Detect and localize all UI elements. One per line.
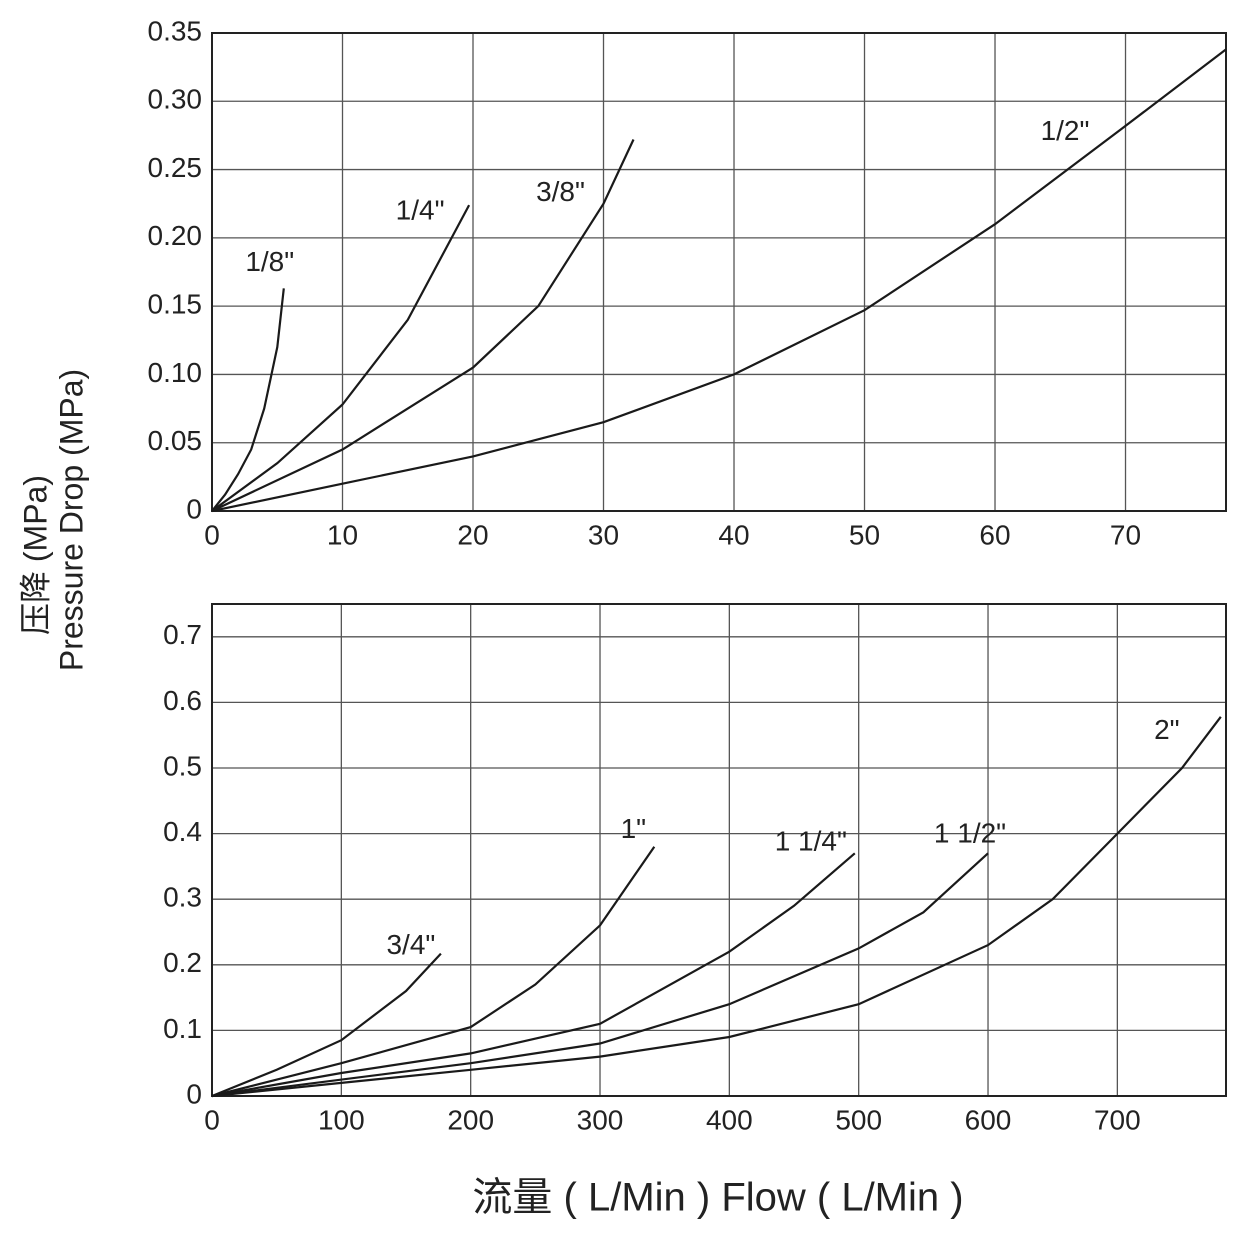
plot-frame [211,32,1227,512]
curve-label: 1/8" [245,246,294,277]
curve-label: 2" [1154,714,1180,745]
curve-label: 3/8" [536,176,585,207]
x-tick-label: 50 [849,519,880,550]
y-tick-label: 0.10 [148,357,203,388]
curve [211,288,285,512]
x-tick-label: 400 [706,1104,753,1135]
curve-label: 3/4" [386,929,435,960]
x-tick-label: 700 [1094,1104,1141,1135]
x-tick-label: 200 [447,1104,494,1135]
curve [211,852,989,1098]
curve [211,852,856,1098]
x-tick-label: 100 [318,1104,365,1135]
x-axis-label: 流量 ( L/Min ) Flow ( L/Min ) [472,1176,963,1220]
curve-label: 1 1/2" [934,818,1006,849]
x-tick-label: 70 [1110,519,1141,550]
x-tick-label: 0 [204,1104,220,1135]
curve-label: 1/4" [396,194,445,225]
curve [211,139,635,512]
curve [211,48,1227,513]
curve [211,952,442,1098]
x-tick-label: 600 [965,1104,1012,1135]
curve-label: 1" [621,813,647,844]
x-tick-label: 60 [979,519,1010,550]
y-tick-label: 0.6 [163,685,202,716]
curve [211,716,1222,1098]
x-tick-label: 30 [588,519,619,550]
x-tick-label: 0 [204,519,220,550]
x-tick-label: 300 [577,1104,624,1135]
y-tick-label: 0.30 [148,84,203,115]
y-tick-label: 0.4 [163,816,202,847]
y-tick-label: 0.1 [163,1013,202,1044]
curve-label: 1/2" [1041,115,1090,146]
y-tick-label: 0.3 [163,882,202,913]
x-tick-label: 40 [718,519,749,550]
curve [211,846,656,1098]
y-tick-label: 0 [186,1078,202,1109]
x-tick-label: 10 [327,519,358,550]
y-tick-label: 0.15 [148,289,203,320]
y-axis-label: 压降 (MPa) [17,475,53,635]
y-tick-label: 0.2 [163,947,202,978]
x-tick-label: 500 [835,1104,882,1135]
y-tick-label: 0.05 [148,425,203,456]
curve-label: 1 1/4" [775,826,847,857]
y-tick-label: 0.7 [163,619,202,650]
y-axis-label: Pressure Drop (MPa) [53,369,89,671]
y-tick-label: 0 [186,493,202,524]
y-tick-label: 0.20 [148,220,203,251]
y-tick-label: 0.35 [148,15,203,46]
x-tick-label: 20 [457,519,488,550]
y-tick-label: 0.5 [163,750,202,781]
plot-frame [211,603,1227,1097]
curve [211,204,471,512]
y-tick-label: 0.25 [148,152,203,183]
